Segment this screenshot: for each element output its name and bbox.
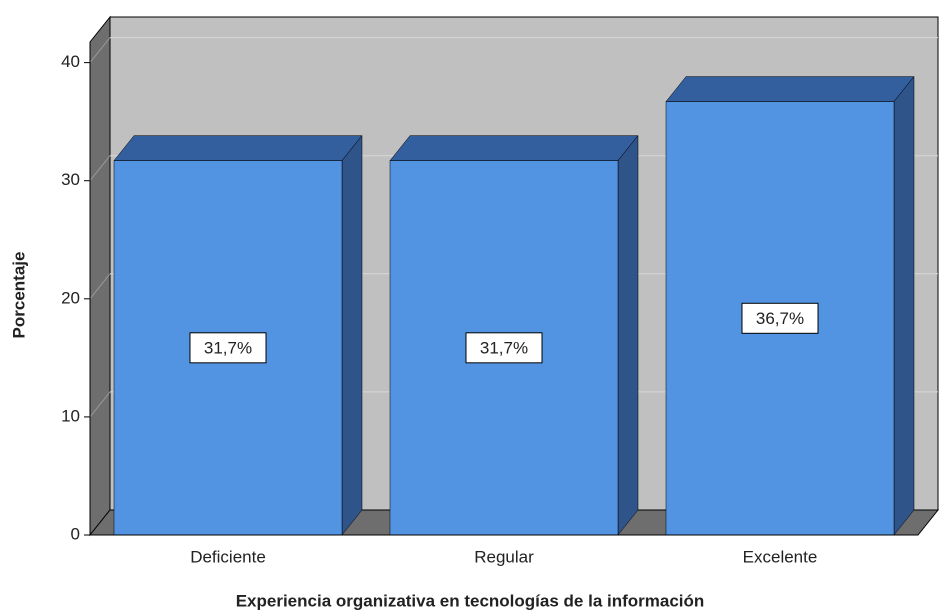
grid-line-wall xyxy=(89,273,111,300)
y-axis-label: Porcentaje xyxy=(9,252,28,339)
y-tick-label: 10 xyxy=(61,406,80,425)
bar-side xyxy=(341,134,363,536)
value-label: 31,7% xyxy=(204,338,252,357)
left-wall xyxy=(89,15,111,537)
bar-top xyxy=(389,135,639,161)
bar-side xyxy=(893,75,915,536)
value-label-box xyxy=(741,302,819,334)
value-label-box xyxy=(189,332,267,364)
x-tick-label: Regular xyxy=(474,547,534,566)
grid-line-wall xyxy=(89,391,111,418)
y-tick-label: 0 xyxy=(71,524,80,543)
bars: 31,7% 31,7% 36,7% xyxy=(113,75,915,536)
value-label-box xyxy=(465,332,543,364)
grid-line-wall xyxy=(89,155,111,182)
x-axis-label: Experiencia organizativa en tecnologías … xyxy=(236,591,705,610)
x-tick-label: Excelente xyxy=(743,547,818,566)
grid-line-wall xyxy=(89,37,111,63)
y-tick-label: 40 xyxy=(61,52,80,71)
bar-top xyxy=(665,76,915,102)
y-tick-label: 30 xyxy=(61,170,80,189)
x-tick-label: Deficiente xyxy=(190,547,266,566)
bar-top xyxy=(113,135,363,161)
y-tick-label: 20 xyxy=(61,288,80,307)
value-label: 31,7% xyxy=(480,338,528,357)
bar xyxy=(389,134,639,536)
value-label: 36,7% xyxy=(756,309,804,328)
bar-side xyxy=(617,134,639,536)
